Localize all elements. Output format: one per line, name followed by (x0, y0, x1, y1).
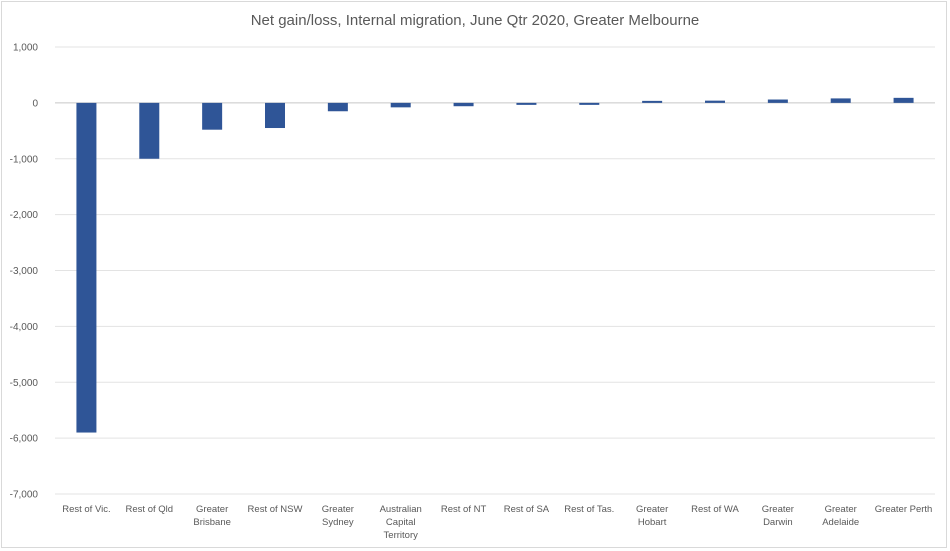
x-category-label: Rest of WA (691, 504, 739, 515)
x-category-label: Greater Adelaide (822, 504, 859, 528)
y-axis-tick-labels: 1,000 0 -1,000 -2,000 -3,000 -4,000 -5,000 -6,0… (10, 43, 39, 501)
bar (327, 102, 348, 112)
bar (202, 102, 223, 130)
y-tick-label: -1,000 (10, 154, 39, 165)
y-tick-label: -7,000 (10, 490, 39, 501)
bar (705, 100, 725, 103)
x-category-label: Greater Perth (875, 504, 933, 515)
x-category-label: Greater Darwin (762, 504, 794, 528)
bar (139, 102, 160, 159)
x-category-label: Greater Sydney (322, 504, 354, 528)
x-category-label: Greater Hobart (636, 504, 668, 528)
x-category-label: Rest of SA (504, 504, 550, 515)
y-tick-label: -6,000 (10, 434, 39, 445)
y-tick-label: -3,000 (10, 266, 39, 277)
bar (893, 97, 914, 103)
x-category-label: Rest of NSW (248, 504, 303, 515)
bar (642, 100, 663, 103)
y-tick-label: -5,000 (10, 378, 39, 389)
chart-title: Net gain/loss, Internal migration, June … (250, 12, 700, 29)
bar (390, 102, 411, 108)
bar (767, 99, 788, 103)
x-category-label: Rest of NT (441, 504, 487, 515)
gridlines (55, 46, 935, 495)
bar (265, 102, 285, 129)
bar (453, 102, 474, 107)
x-category-label: Rest of Tas. (564, 504, 614, 515)
x-category-label: Greater Brisbane (193, 504, 231, 528)
y-tick-label: 1,000 (13, 43, 38, 54)
x-axis-category-labels: Rest of Vic. Rest of Qld Greater Brisbane Re… (62, 504, 932, 541)
x-category-label: Australian Capital Territory (380, 504, 422, 541)
y-tick-label: -4,000 (10, 322, 39, 333)
bars (76, 97, 914, 433)
bar (76, 102, 97, 433)
y-tick-label: -2,000 (10, 210, 39, 221)
x-category-label: Rest of Vic. (62, 504, 110, 515)
x-category-label: Rest of Qld (126, 504, 174, 515)
bar (579, 102, 600, 105)
bar (830, 98, 851, 103)
y-tick-label: 0 (32, 98, 38, 109)
bar (516, 102, 537, 105)
